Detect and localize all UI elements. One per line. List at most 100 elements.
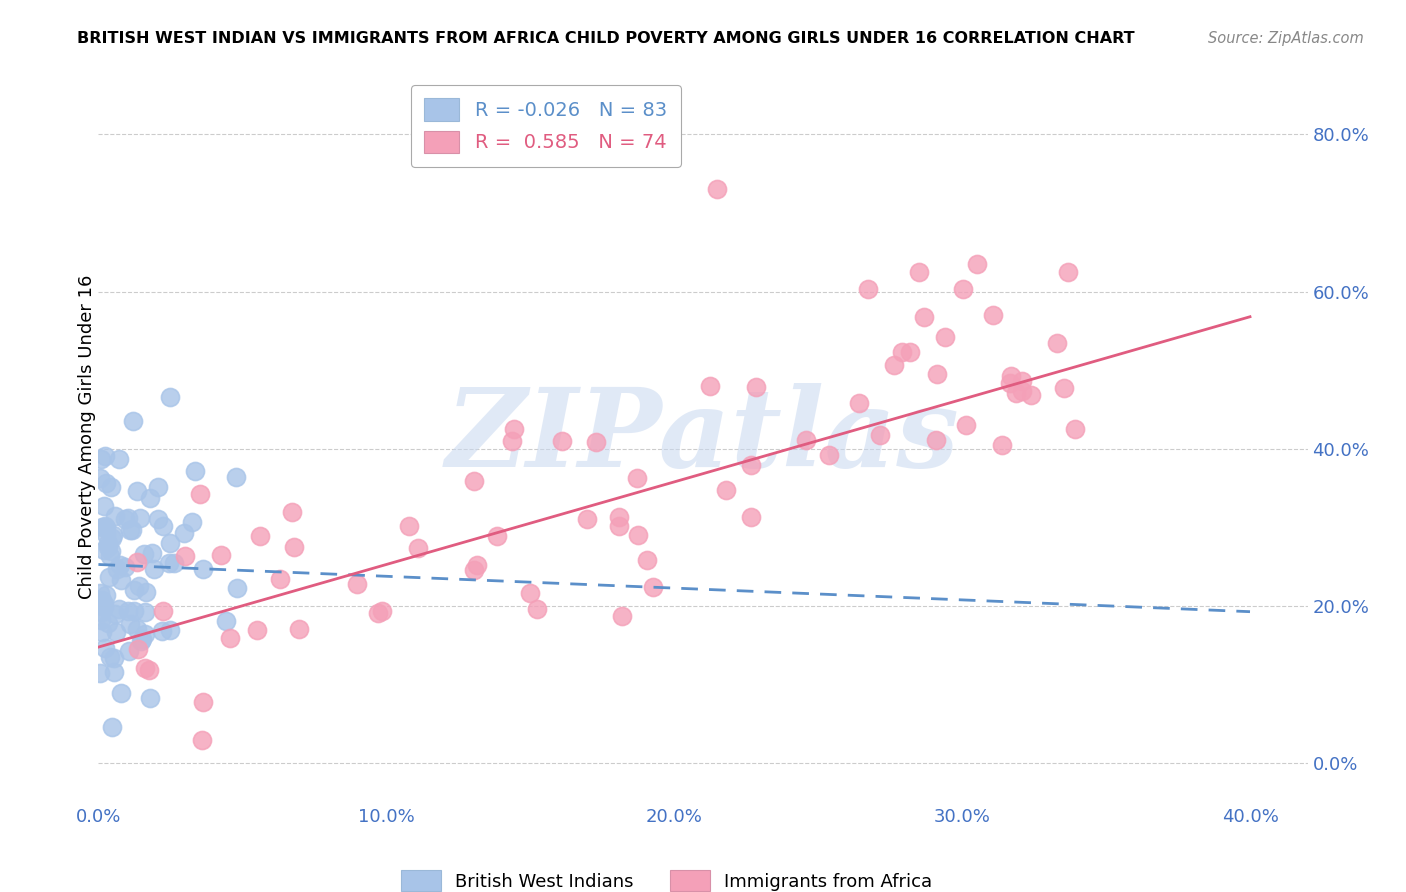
Point — [90, 613, 112, 627]
Point — [955, 417, 977, 432]
Point — [97, 616, 120, 631]
Point — [134, 661, 156, 675]
Point — [90, 451, 112, 466]
Point — [981, 308, 1004, 322]
Point — [636, 553, 658, 567]
Point — [118, 644, 141, 658]
Point — [912, 310, 935, 324]
Point — [121, 414, 143, 428]
Point — [794, 434, 817, 448]
Point — [486, 529, 509, 543]
Point — [1063, 421, 1085, 435]
Point — [91, 624, 114, 639]
Point — [103, 650, 125, 665]
Point — [740, 509, 762, 524]
Legend: British West Indians, Immigrants from Africa: British West Indians, Immigrants from Af… — [394, 863, 939, 892]
Point — [89, 586, 111, 600]
Point — [607, 519, 630, 533]
Point — [209, 548, 232, 562]
Text: ZIPatlas: ZIPatlas — [446, 384, 960, 491]
Point — [181, 515, 204, 529]
Point — [110, 685, 132, 699]
Point — [526, 602, 548, 616]
Point — [91, 520, 114, 534]
Point — [1005, 386, 1028, 401]
Point — [148, 512, 170, 526]
Point — [501, 434, 523, 449]
Point — [131, 632, 153, 646]
Point — [966, 257, 988, 271]
Point — [848, 396, 870, 410]
Point — [163, 556, 186, 570]
Point — [1019, 388, 1042, 402]
Point — [925, 434, 948, 448]
Point — [94, 475, 117, 490]
Point — [127, 642, 149, 657]
Point — [225, 469, 247, 483]
Point — [607, 510, 630, 524]
Point — [117, 604, 139, 618]
Point — [97, 536, 120, 550]
Point — [128, 579, 150, 593]
Point — [127, 622, 149, 636]
Point — [94, 519, 117, 533]
Point — [191, 562, 214, 576]
Point — [139, 691, 162, 706]
Point — [1011, 374, 1033, 388]
Point — [1000, 368, 1022, 383]
Point — [184, 464, 207, 478]
Point — [371, 604, 394, 618]
Point — [643, 580, 665, 594]
Point — [159, 390, 181, 404]
Point — [408, 541, 430, 555]
Point — [93, 600, 115, 615]
Point — [104, 508, 127, 523]
Point — [100, 543, 122, 558]
Point — [927, 367, 949, 381]
Point — [91, 593, 114, 607]
Point — [98, 650, 121, 665]
Point — [100, 480, 122, 494]
Point — [898, 345, 921, 359]
Point — [503, 422, 526, 436]
Point — [990, 438, 1012, 452]
Point — [908, 265, 931, 279]
Point — [463, 563, 485, 577]
Point — [551, 434, 574, 448]
Point — [745, 380, 768, 394]
Point — [934, 330, 956, 344]
Point — [627, 528, 650, 542]
Point — [159, 536, 181, 550]
Point — [193, 695, 215, 709]
Point — [463, 474, 485, 488]
Point — [146, 480, 169, 494]
Point — [173, 526, 195, 541]
Point — [150, 624, 173, 639]
Point — [96, 588, 118, 602]
Point — [1057, 264, 1080, 278]
Point — [89, 665, 111, 680]
Point — [100, 531, 122, 545]
Point — [869, 427, 891, 442]
Point — [891, 345, 914, 359]
Point — [132, 547, 155, 561]
Point — [110, 573, 132, 587]
Point — [103, 665, 125, 679]
Point — [1011, 384, 1033, 398]
Point — [96, 521, 118, 535]
Point — [1052, 381, 1074, 395]
Point — [952, 282, 974, 296]
Point — [101, 720, 124, 734]
Point — [97, 540, 120, 554]
Point — [139, 491, 162, 506]
Point — [174, 549, 197, 564]
Point — [269, 572, 291, 586]
Point — [249, 529, 271, 543]
Point — [127, 483, 149, 498]
Point — [398, 519, 420, 533]
Point — [1046, 335, 1069, 350]
Point — [125, 556, 148, 570]
Point — [118, 524, 141, 538]
Point — [699, 379, 721, 393]
Text: Source: ZipAtlas.com: Source: ZipAtlas.com — [1208, 31, 1364, 46]
